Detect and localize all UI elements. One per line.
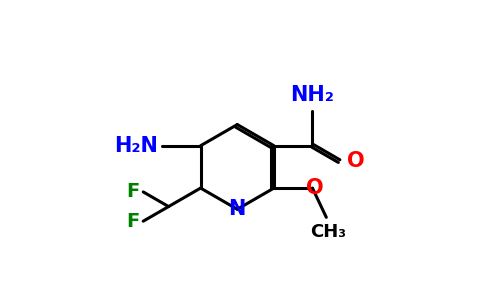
Text: F: F: [126, 212, 139, 231]
Text: NH₂: NH₂: [290, 85, 334, 105]
Text: F: F: [126, 182, 139, 201]
Text: N: N: [228, 199, 246, 219]
Text: CH₃: CH₃: [311, 224, 347, 242]
Text: O: O: [306, 178, 324, 198]
Text: O: O: [347, 151, 364, 171]
Text: H₂N: H₂N: [114, 136, 158, 156]
